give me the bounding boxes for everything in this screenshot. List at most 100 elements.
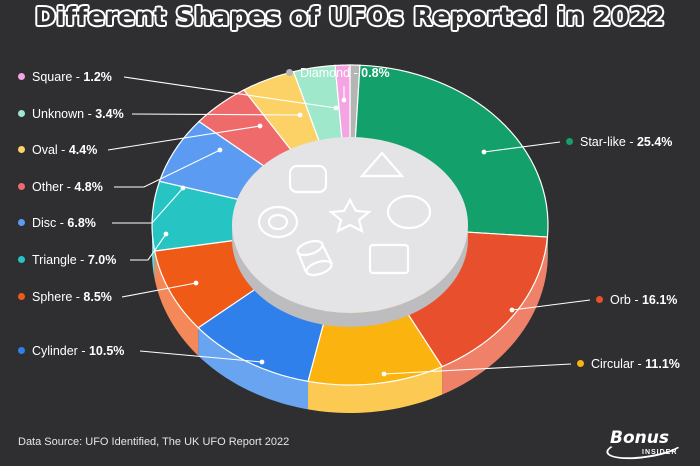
- label-name: Square: [32, 70, 73, 84]
- label-cylinder: Cylinder - 10.5%: [18, 344, 124, 358]
- circle-icon: [386, 194, 432, 230]
- leader-disc: [112, 187, 184, 224]
- label-value: 16.1%: [641, 293, 678, 307]
- legend-dot: [286, 69, 293, 76]
- label-value: 10.5%: [88, 344, 125, 358]
- leader-cylinder: [139, 350, 263, 363]
- leader-dot-circular: [381, 371, 387, 377]
- label-name: Star-like: [580, 135, 626, 149]
- center-disk-side: [232, 225, 468, 327]
- label-name: Triangle: [32, 253, 77, 267]
- label-separator: -: [625, 135, 637, 149]
- leader-dot-sphere: [193, 280, 199, 286]
- label-circular: Circular - 11.1%: [577, 357, 680, 371]
- legend-dot: [18, 293, 25, 300]
- legend-dot: [577, 360, 584, 367]
- label-value: 4.4%: [68, 143, 98, 157]
- leader-circular: [383, 363, 572, 375]
- label-separator: -: [72, 290, 84, 304]
- side-orb: [442, 237, 548, 395]
- label-value: 0.8%: [361, 66, 390, 80]
- center-disk: [232, 137, 468, 327]
- chart-title: Different Shapes of UFOs Reported in 202…: [34, 2, 666, 31]
- label-value: 4.8%: [74, 180, 103, 194]
- leader-dot-square: [333, 105, 339, 111]
- legend-dot: [18, 110, 25, 117]
- legend-dot: [18, 219, 25, 226]
- legend-dot: [18, 347, 25, 354]
- leader-sphere: [121, 282, 197, 298]
- leader-dot-cylinder: [259, 359, 265, 365]
- legend-dot: [18, 183, 25, 190]
- leader-square: [123, 76, 337, 109]
- label-separator: -: [350, 66, 362, 80]
- rounded-square-icon: [288, 164, 328, 194]
- label-value: 25.4%: [636, 135, 673, 149]
- leader-dot-triangle: [163, 231, 169, 237]
- square-icon: [368, 243, 410, 275]
- logo-sub: INSIDER: [642, 449, 678, 456]
- label-star-like: Star-like - 25.4%: [566, 135, 672, 149]
- legend-dot: [18, 256, 25, 263]
- label-separator: -: [77, 344, 89, 358]
- leader-dot-disc: [180, 185, 186, 191]
- legend-dot: [596, 296, 603, 303]
- leader-dot-other: [217, 147, 223, 153]
- label-name: Unknown: [32, 107, 85, 121]
- label-separator: -: [630, 293, 642, 307]
- label-sphere: Sphere - 8.5%: [18, 290, 112, 304]
- label-separator: -: [57, 143, 69, 157]
- label-name: Oval: [32, 143, 58, 157]
- label-value: 8.5%: [83, 290, 112, 304]
- label-name: Orb: [610, 293, 631, 307]
- leader-triangle: [130, 233, 167, 261]
- label-disc: Disc - 6.8%: [18, 216, 96, 230]
- star-icon: [328, 197, 372, 234]
- label-name: Sphere: [32, 290, 73, 304]
- leader-unknown: [131, 113, 301, 116]
- label-square: Square - 1.2%: [18, 70, 112, 84]
- leader-star-like: [483, 141, 561, 153]
- label-separator: -: [63, 180, 75, 194]
- label-name: Disc: [32, 216, 57, 230]
- legend-dot: [18, 146, 25, 153]
- label-name: Other: [32, 180, 64, 194]
- leader-dot-orb: [509, 307, 515, 313]
- legend-dot: [18, 73, 25, 80]
- label-value: 3.4%: [95, 107, 124, 121]
- label-diamond: Diamond - 0.8%: [286, 66, 390, 80]
- label-name: Cylinder: [32, 344, 78, 358]
- bonus-insider-logo: Bonus INSIDER: [604, 428, 686, 464]
- logo-brand: Bonus: [610, 428, 669, 448]
- leader-orb: [511, 299, 591, 311]
- side-sphere: [154, 251, 199, 356]
- label-separator: -: [634, 357, 646, 371]
- label-value: 1.2%: [83, 70, 112, 84]
- label-separator: -: [76, 253, 88, 267]
- leader-dot-star-like: [481, 149, 487, 155]
- triangle-icon: [359, 151, 405, 178]
- shape-icons: [257, 151, 432, 277]
- label-separator: -: [84, 107, 96, 121]
- label-value: 11.1%: [645, 357, 680, 371]
- label-name: Circular: [591, 357, 635, 371]
- label-other: Other - 4.8%: [18, 180, 103, 194]
- leader-other: [114, 149, 221, 188]
- label-oval: Oval - 4.4%: [18, 143, 97, 157]
- side-cylinder: [198, 327, 309, 410]
- leader-oval: [107, 125, 261, 151]
- legend-dot: [566, 138, 573, 145]
- label-triangle: Triangle - 7.0%: [18, 253, 116, 267]
- leader-dot-oval: [257, 123, 263, 129]
- ring-icon: [257, 205, 299, 239]
- cylinder-icon: [296, 239, 333, 277]
- leader-dot-unknown: [297, 112, 303, 118]
- label-name: Diamond: [300, 66, 351, 80]
- label-separator: -: [72, 70, 84, 84]
- leader-dot-diamond: [341, 97, 347, 103]
- data-source: Data Source: UFO Identified, The UK UFO …: [18, 436, 290, 448]
- label-value: 7.0%: [87, 253, 117, 267]
- label-value: 6.8%: [67, 216, 96, 230]
- label-separator: -: [56, 216, 68, 230]
